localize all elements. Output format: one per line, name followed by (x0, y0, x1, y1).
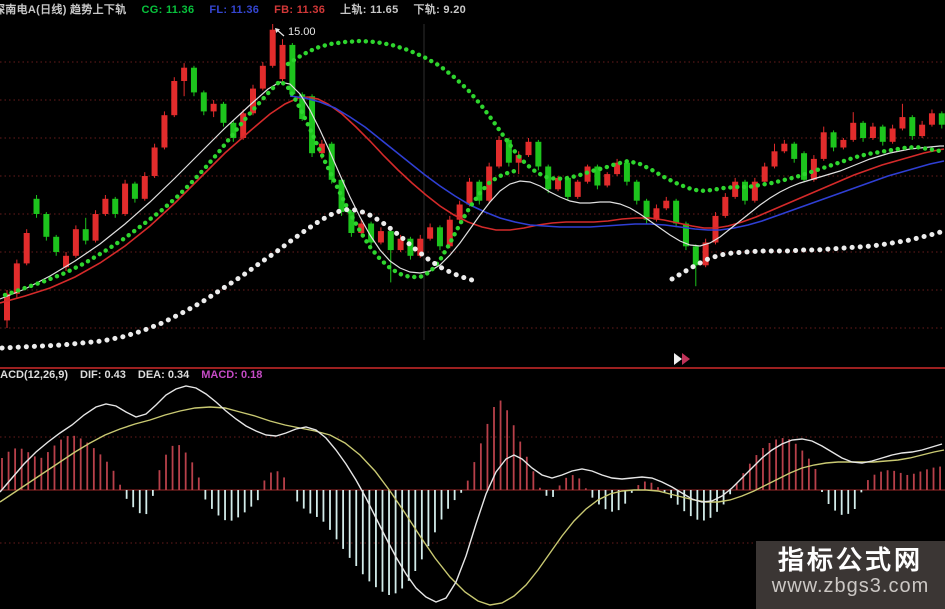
fb-value: FB: 11.36 (274, 4, 326, 16)
watermark-title: 指标公式网 (777, 545, 923, 575)
peak-price-text: 15.00 (288, 26, 316, 38)
peak-arrow-icon (275, 28, 285, 37)
watermark-logo: 指标公式网 www.zbgs3.com (756, 541, 945, 609)
cg-value: CG: 11.36 (141, 4, 195, 16)
chart-header: 深南电A(日线) 趋势上下轨 CG: 11.36 FL: 11.36 FB: 11.3… (0, 1, 481, 17)
macd-value: MACD: 0.18 (201, 369, 263, 381)
dif-value: DIF: 0.43 (80, 369, 126, 381)
macd-params-label: MACD(12,26,9) (0, 369, 69, 381)
peak-price-annotation: 15.00 (274, 26, 316, 39)
fast-forward-icon[interactable] (674, 353, 690, 365)
macd-header: MACD(12,26,9) DIF: 0.43 DEA: 0.34 MACD: 0.1… (0, 369, 274, 381)
stock-title: 深南电A(日线) 趋势上下轨 (0, 4, 127, 16)
upper-band-value: 上轨: 11.65 (340, 4, 399, 16)
fast-forward-white-triangle (674, 353, 682, 365)
fl-value: FL: 11.36 (209, 4, 260, 16)
watermark-url: www.zbgs3.com (771, 575, 930, 597)
lower-band-value: 下轨: 9.20 (413, 4, 467, 16)
fast-forward-red-triangle (682, 353, 690, 365)
dea-value: DEA: 0.34 (137, 369, 190, 381)
